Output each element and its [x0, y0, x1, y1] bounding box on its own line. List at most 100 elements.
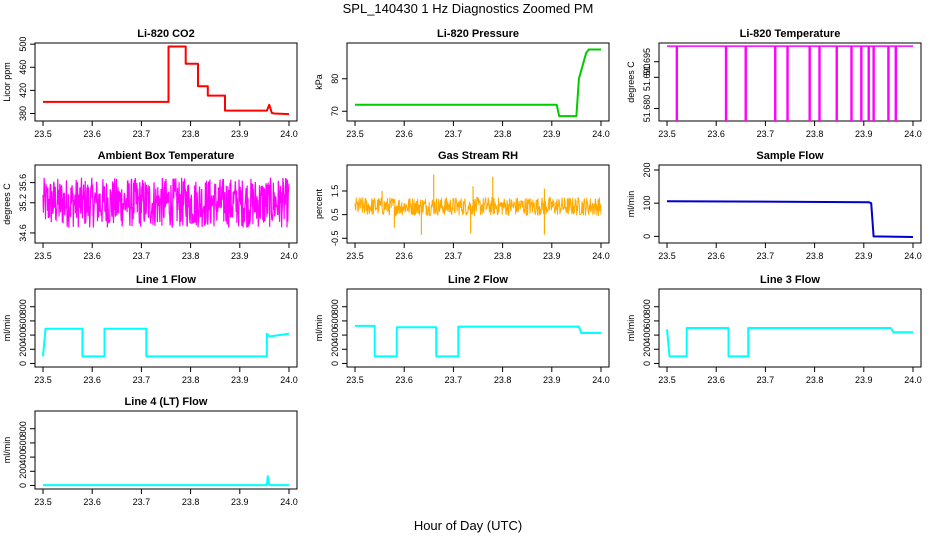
- x-tick-label: 23.5: [658, 375, 676, 385]
- series-dip: [774, 46, 777, 121]
- x-tick-label: 23.9: [855, 375, 873, 385]
- x-tick-label: 23.5: [34, 497, 52, 507]
- x-tick-label: 23.8: [182, 129, 200, 139]
- y-axis-label: degrees C: [626, 61, 636, 103]
- x-tick-label: 23.6: [707, 375, 725, 385]
- series-dip: [894, 46, 897, 121]
- series-group: [42, 177, 290, 228]
- x-tick-label: 23.9: [543, 375, 561, 385]
- y-axis-label: ml/min: [626, 315, 636, 342]
- chart-panel: Gas Stream RH percent 23.5 23.6 23.7 23.8 23.9…: [314, 150, 610, 261]
- series-group: [355, 324, 601, 358]
- x-tick-label: 23.7: [445, 251, 463, 261]
- x-tick-label: 24.0: [280, 375, 298, 385]
- x-tick-label: 23.6: [395, 251, 413, 261]
- x-tick-label: 23.5: [34, 251, 52, 261]
- series-dip: [786, 46, 789, 121]
- chart-panel: Line 3 Flow ml/min 23.5 23.6 23.7 23.8 23.9 24.…: [626, 274, 922, 385]
- chart-title: Li-820 Pressure: [437, 28, 519, 40]
- y-axis-label: degrees C: [2, 183, 12, 225]
- y-tick-label: 200: [18, 464, 28, 479]
- plot-frame: [34, 288, 298, 368]
- x-tick-label: 23.8: [806, 129, 824, 139]
- x-tick-label: 23.8: [182, 375, 200, 385]
- y-tick-label: 0: [18, 483, 28, 488]
- x-tick-label: 24.0: [592, 129, 610, 139]
- chart-title: Line 4 (LT) Flow: [125, 396, 208, 408]
- y-tick-label: 51.680: [642, 95, 652, 123]
- x-tick-label: 23.7: [757, 129, 775, 139]
- x-tick-label: 24.0: [904, 375, 922, 385]
- y-tick-label: 70: [330, 106, 340, 116]
- y-axis-label: ml/min: [2, 437, 12, 464]
- plot-frame: [34, 164, 298, 244]
- series-dip: [872, 46, 875, 121]
- series-noise: [354, 196, 602, 217]
- x-tick-label: 23.8: [182, 251, 200, 261]
- y-tick-label: 200: [642, 342, 652, 357]
- x-tick-label: 23.5: [346, 375, 364, 385]
- plot-frame: [658, 164, 922, 244]
- figure-x-axis-label: Hour of Day (UTC): [413, 518, 523, 533]
- y-axis-label: Licor ppm: [2, 62, 12, 102]
- chart-panel: Line 2 Flow ml/min 23.5 23.6 23.7 23.8 23.9 24.…: [314, 274, 610, 385]
- x-tick-label: 23.6: [83, 251, 101, 261]
- x-tick-label: 23.6: [707, 251, 725, 261]
- series-group: [355, 48, 601, 118]
- y-axis-label: kPa: [314, 74, 324, 90]
- x-tick-label: 23.9: [855, 129, 873, 139]
- y-tick-label: 0: [642, 361, 652, 366]
- y-tick-label: 460: [18, 60, 28, 75]
- x-tick-label: 23.6: [83, 497, 101, 507]
- x-tick-label: 23.7: [757, 251, 775, 261]
- x-tick-label: 23.9: [231, 251, 249, 261]
- chart-panel: Line 4 (LT) Flow ml/min 23.5 23.6 23.7 23.8 23…: [2, 396, 298, 507]
- series-dip: [808, 46, 811, 121]
- x-tick-label: 23.6: [707, 129, 725, 139]
- y-tick-label: 600: [642, 313, 652, 328]
- plot-frame: [34, 42, 298, 122]
- plot-frame: [658, 42, 922, 122]
- series-line: [666, 200, 914, 238]
- x-tick-label: 23.9: [231, 129, 249, 139]
- x-tick-label: 23.6: [395, 129, 413, 139]
- x-tick-label: 24.0: [280, 251, 298, 261]
- chart-title: Gas Stream RH: [438, 150, 518, 162]
- y-tick-label: 800: [18, 421, 28, 436]
- x-tick-label: 23.9: [231, 497, 249, 507]
- chart-panel: Ambient Box Temperature degrees C 23.5 23.6…: [2, 150, 298, 261]
- chart-title: Li-820 Temperature: [740, 28, 841, 40]
- series-group: [354, 174, 602, 235]
- series-line: [43, 45, 290, 116]
- series-dip: [860, 46, 863, 121]
- y-tick-label: 1.5: [330, 185, 340, 198]
- chart-title: Li-820 CO2: [137, 28, 194, 40]
- x-tick-label: 23.6: [83, 129, 101, 139]
- series-line: [355, 48, 601, 118]
- chart-panel: Line 1 Flow ml/min 23.5 23.6 23.7 23.8 23.9 24.…: [2, 274, 298, 385]
- x-tick-label: 23.7: [133, 497, 151, 507]
- y-tick-label: -0.5: [330, 231, 340, 247]
- series-dip: [887, 46, 890, 121]
- x-tick-label: 23.8: [494, 375, 512, 385]
- chart-panel: Li-820 Pressure kPa 23.5 23.6 23.7 23.8 23.9 24…: [314, 28, 610, 139]
- y-axis-label: percent: [314, 188, 324, 219]
- series-group: [666, 327, 913, 358]
- x-tick-label: 23.9: [231, 375, 249, 385]
- y-tick-label: 200: [330, 342, 340, 357]
- plot-frame: [346, 288, 610, 368]
- x-tick-label: 24.0: [592, 375, 610, 385]
- y-tick-label: 400: [642, 328, 652, 343]
- y-tick-label: 34.6: [18, 224, 28, 242]
- plot-frame: [34, 410, 298, 490]
- series-group: [42, 327, 290, 358]
- x-tick-label: 23.8: [806, 251, 824, 261]
- x-tick-label: 23.5: [34, 129, 52, 139]
- series-dip: [675, 46, 679, 121]
- x-tick-label: 23.6: [395, 375, 413, 385]
- y-tick-label: 800: [642, 299, 652, 314]
- series-dip: [867, 46, 870, 121]
- x-tick-label: 23.7: [133, 251, 151, 261]
- x-tick-label: 23.8: [494, 251, 512, 261]
